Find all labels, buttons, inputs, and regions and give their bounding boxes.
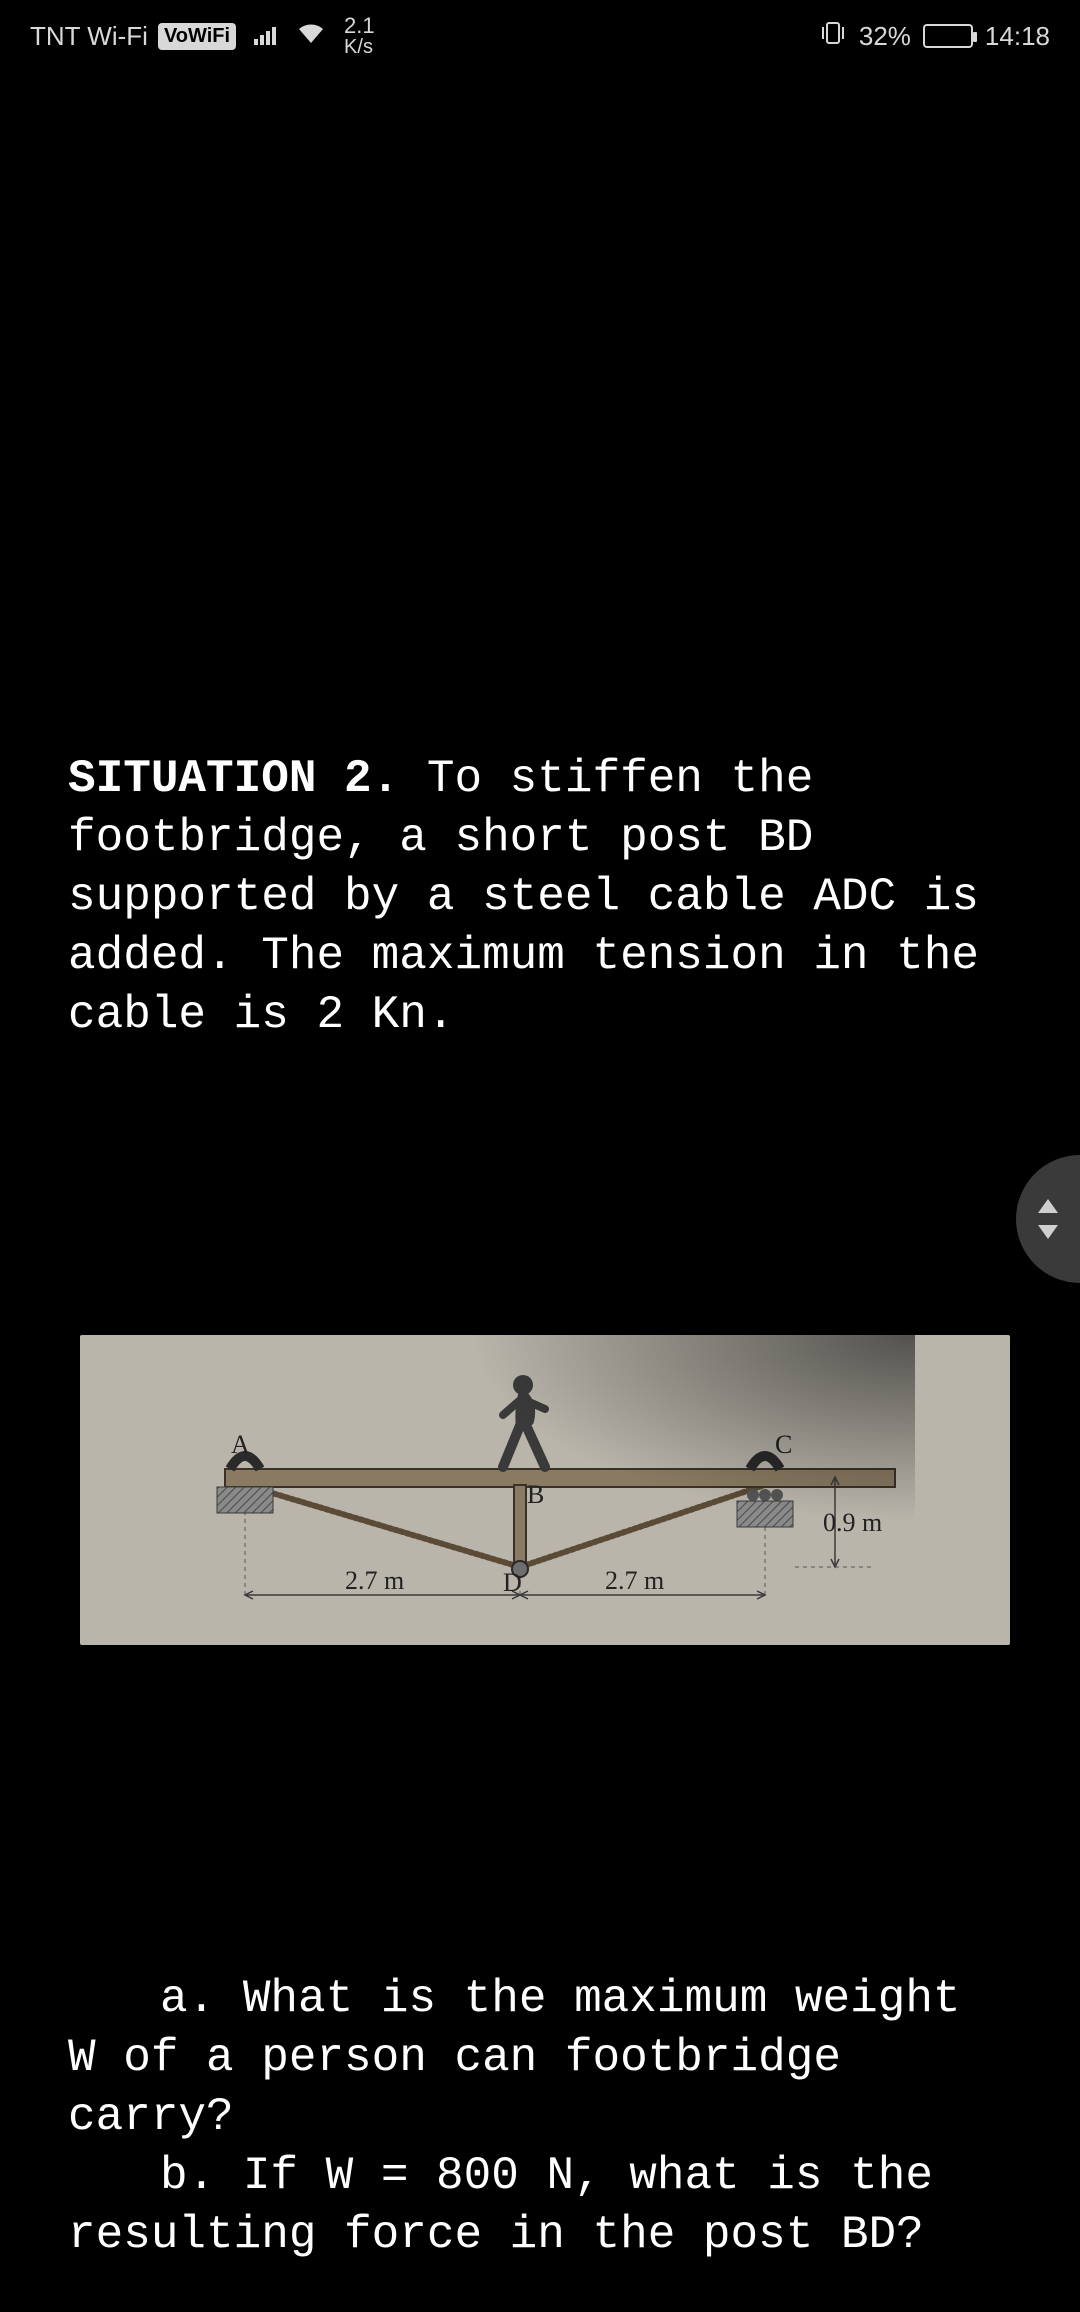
page-up-icon[interactable] (1038, 1199, 1058, 1213)
problem-statement: SITUATION 2. To stiffen the footbridge, … (68, 750, 1012, 1044)
question-list: a. What is the maximum weight W of a per… (68, 1970, 1012, 2264)
diagram-svg: A B C D 2.7 m 2.7 m 0.9 m (80, 1335, 1010, 1645)
question-a: a. What is the maximum weight W of a per… (68, 1970, 1012, 2147)
footbridge-diagram: A B C D 2.7 m 2.7 m 0.9 m (80, 1335, 1010, 1645)
question-b: b. If W = 800 N, what is the resulting f… (68, 2147, 1012, 2265)
page-down-icon[interactable] (1038, 1225, 1058, 1239)
page-content: SITUATION 2. To stiffen the footbridge, … (0, 0, 1080, 2312)
problem-heading: SITUATION 2. (68, 753, 399, 805)
